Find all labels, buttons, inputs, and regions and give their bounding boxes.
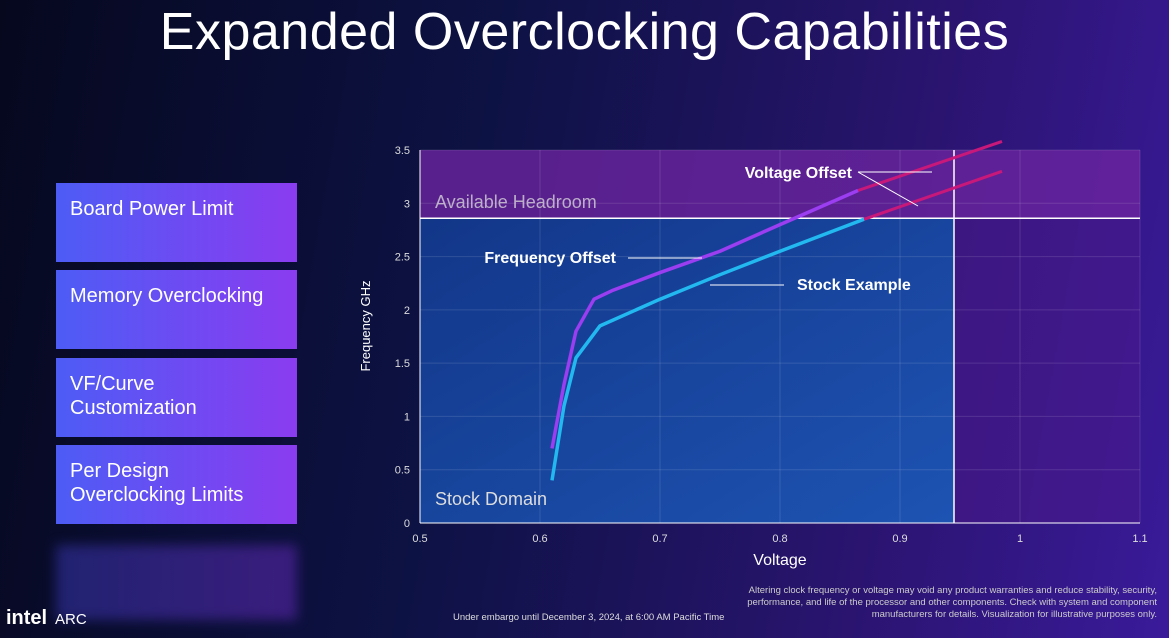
- voltage-offset-line: [863, 169, 1003, 221]
- region-label: Stock Domain: [435, 489, 547, 509]
- y-tick-label: 1: [404, 411, 410, 423]
- x-tick-label: 1.1: [1132, 533, 1147, 545]
- x-axis-label: Voltage: [753, 552, 806, 569]
- x-tick-label: 0.5: [412, 533, 427, 545]
- feature-box: Memory Overclocking: [56, 270, 297, 349]
- annotation: Stock Example: [797, 277, 911, 294]
- annotation: Frequency Offset: [484, 250, 616, 267]
- product: ARC: [55, 611, 87, 628]
- y-tick-label: 3: [404, 198, 410, 210]
- y-tick-label: 0: [404, 518, 410, 530]
- x-tick-label: 0.6: [532, 533, 547, 545]
- region-label: Available Headroom: [435, 192, 597, 212]
- embargo-note: Under embargo until December 3, 2024, at…: [453, 612, 725, 623]
- annotation: Voltage Offset: [745, 165, 853, 182]
- brand: intel: [6, 607, 47, 629]
- y-tick-label: 3.5: [395, 145, 410, 157]
- series-line: [550, 188, 859, 449]
- x-tick-label: 1: [1017, 533, 1023, 545]
- feature-box: VF/Curve Customization: [56, 358, 297, 437]
- feature-box: Per Design Overclocking Limits: [56, 445, 297, 524]
- y-tick-label: 2: [404, 305, 410, 317]
- y-tick-label: 2.5: [395, 252, 410, 264]
- headroom-region: [420, 150, 1140, 219]
- y-axis-label: Frequency GHz: [358, 280, 373, 371]
- x-tick-label: 0.7: [652, 533, 667, 545]
- disclaimer: Altering clock frequency or voltage may …: [747, 585, 1157, 620]
- y-tick-label: 1.5: [395, 358, 410, 370]
- y-tick-label: 0.5: [395, 465, 410, 477]
- feature-box: Board Power Limit: [56, 183, 297, 262]
- slide-title: Expanded Overclocking Capabilities: [159, 3, 1010, 61]
- voltage-offset-line: [857, 140, 1003, 192]
- x-tick-label: 0.9: [892, 533, 907, 545]
- stock-region: [420, 218, 954, 523]
- x-tick-label: 0.8: [772, 533, 787, 545]
- blurred-box: [56, 545, 297, 620]
- leader-line: [857, 171, 919, 207]
- series-line: [550, 217, 865, 481]
